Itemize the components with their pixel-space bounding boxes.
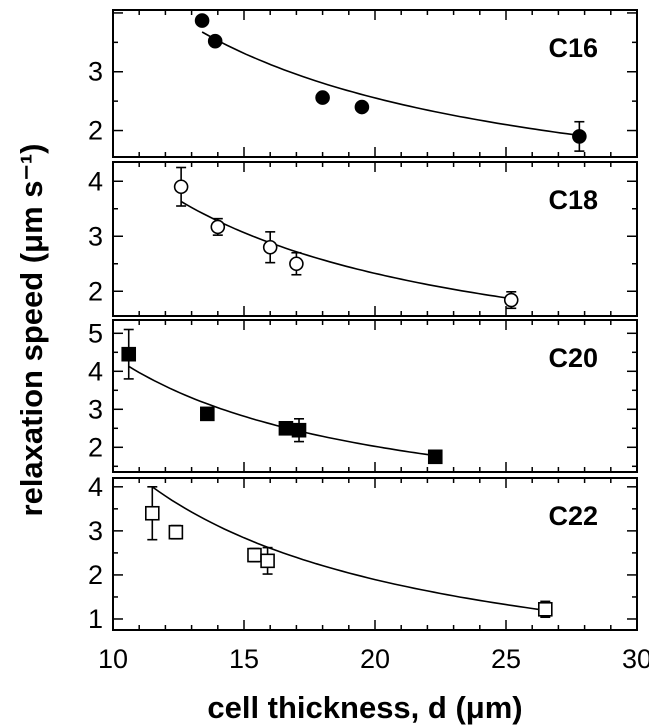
data-point (121, 346, 137, 362)
panel-label-c22: C22 (548, 501, 598, 531)
y-tick-label: 3 (88, 516, 103, 546)
y-tick-label: 5 (88, 318, 103, 348)
y-tick-label: 3 (88, 394, 103, 424)
y-tick-label: 2 (88, 276, 103, 306)
data-point (260, 553, 275, 569)
y-tick-label: 4 (88, 166, 103, 196)
data-point (247, 547, 262, 563)
data-point (291, 422, 307, 438)
y-tick-label: 4 (88, 356, 103, 386)
panel-label-c20: C20 (548, 343, 598, 373)
data-point (145, 505, 160, 521)
data-point (289, 256, 304, 272)
fit-curve-c22 (151, 486, 546, 612)
data-point (168, 524, 184, 540)
data-point (503, 292, 519, 308)
data-point (210, 219, 226, 235)
data-point (262, 239, 278, 255)
x-tick-label: 15 (229, 644, 259, 674)
y-tick-label: 3 (88, 221, 103, 251)
x-tick-label: 30 (622, 644, 649, 674)
data-point (354, 99, 370, 115)
data-point (173, 179, 189, 195)
data-point (427, 449, 443, 465)
y-tick-label: 2 (88, 432, 103, 462)
x-tick-label: 25 (491, 644, 521, 674)
y-tick-label: 3 (88, 57, 103, 87)
x-tick-label: 10 (98, 644, 128, 674)
data-point (537, 601, 553, 617)
y-tick-label: 1 (88, 604, 103, 634)
data-point (194, 13, 210, 28)
fit-curve-c16 (201, 31, 580, 137)
data-point (278, 420, 294, 436)
x-axis-title: cell thickness, d (μm) (207, 690, 522, 725)
panel-label-c18: C18 (548, 185, 598, 215)
y-tick-label: 4 (88, 472, 103, 502)
fit-curve-c20 (128, 365, 436, 457)
data-point (572, 129, 587, 144)
y-tick-label: 2 (88, 116, 103, 146)
panel-label-c16: C16 (548, 33, 598, 63)
data-point (200, 406, 215, 422)
data-point (207, 33, 223, 49)
fit-curve-c18 (180, 200, 512, 300)
data-point (315, 90, 330, 105)
y-axis-title: relaxation speed (μm s⁻¹) (14, 144, 49, 517)
x-tick-label: 20 (360, 644, 390, 674)
y-tick-label: 2 (88, 560, 103, 590)
